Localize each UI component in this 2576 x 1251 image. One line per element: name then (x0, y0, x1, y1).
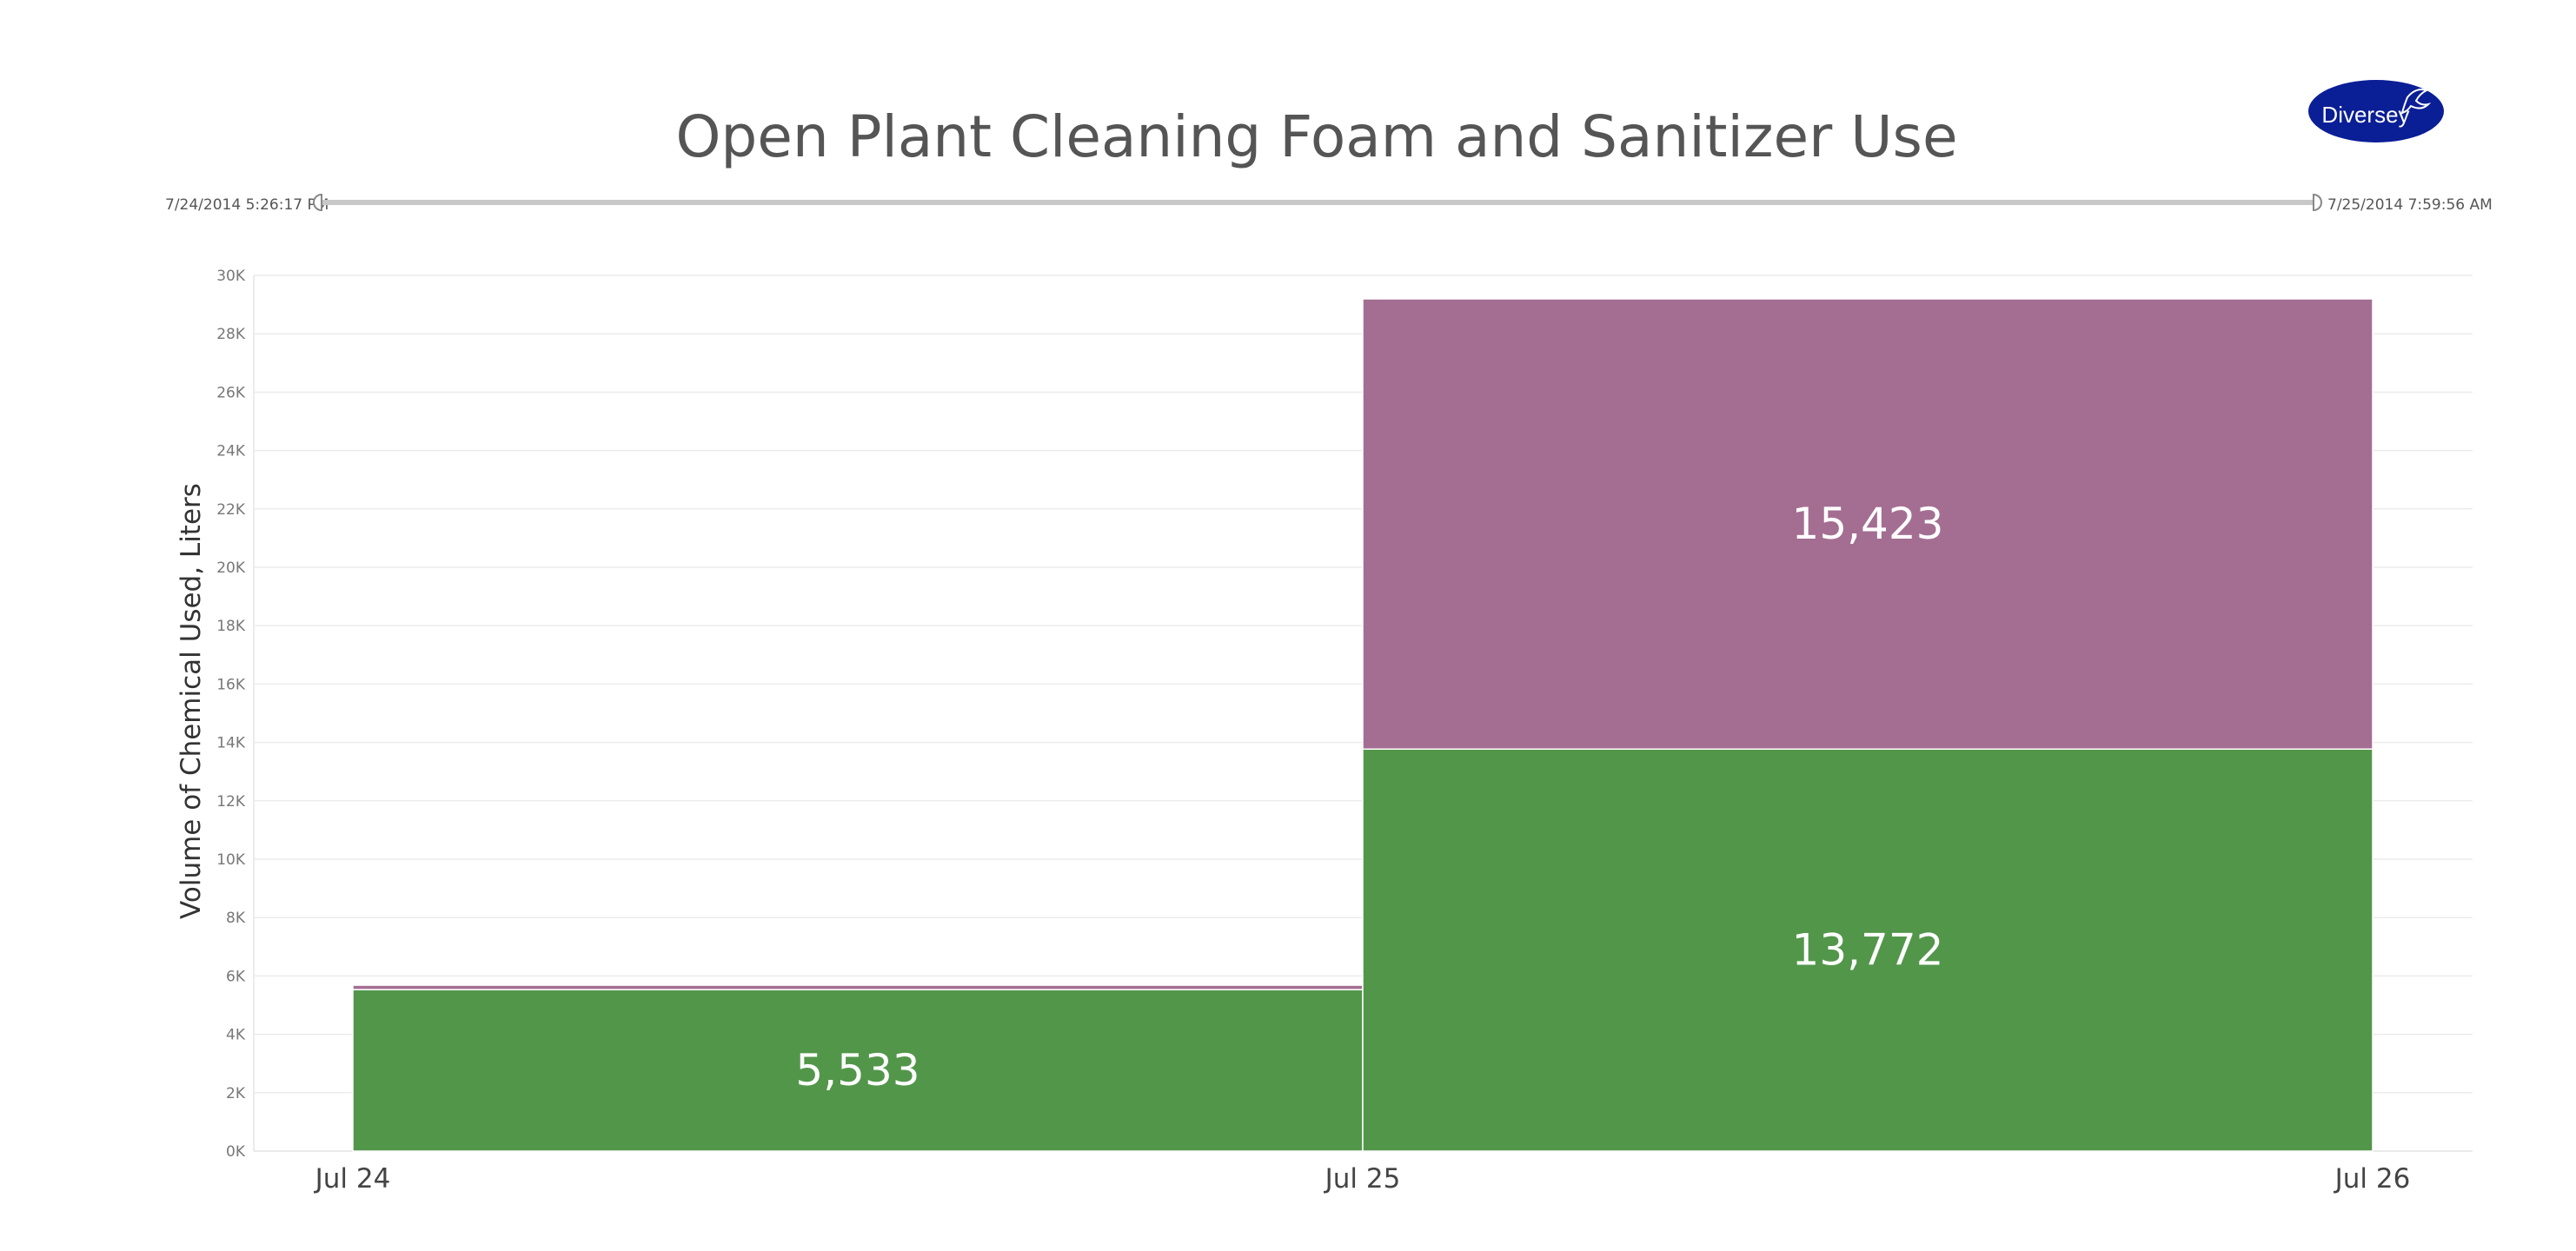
bar-segment (1362, 298, 2374, 751)
logo-text: Diversey (2321, 102, 2409, 128)
y-tick-label: 4K (226, 1027, 246, 1044)
y-tick-label: 16K (216, 676, 246, 693)
x-axis: Jul 24 Jul 25 Jul 26 (314, 1163, 2411, 1195)
bar-segment (352, 989, 1364, 1152)
y-axis-title: Volume of Chemical Used, Liters (176, 483, 207, 919)
bar-segment (352, 984, 1364, 990)
x-tick-label: Jul 26 (2334, 1163, 2411, 1195)
x-tick-label: Jul 24 (314, 1163, 391, 1195)
bar-segment (1362, 748, 2374, 1152)
bar-labels: 5,533 13,772 15,423 (795, 499, 1943, 1095)
y-tick-label: 10K (216, 851, 246, 869)
bar-value-label: 13,772 (1792, 925, 1944, 976)
y-tick-label: 18K (216, 618, 246, 635)
y-tick-label: 6K (226, 968, 246, 985)
bar-value-label: 5,533 (795, 1045, 920, 1095)
date-range-start-label: 7/24/2014 5:26:17 PM (165, 196, 329, 214)
y-tick-label: 22K (216, 501, 246, 519)
y-tick-label: 24K (216, 443, 246, 460)
diversey-logo: Diversey (2308, 80, 2444, 142)
x-tick-label: Jul 25 (1324, 1163, 1401, 1195)
y-tick-label: 26K (216, 384, 246, 401)
date-range-start-handle[interactable] (313, 193, 322, 212)
y-tick-label: 30K (216, 268, 246, 285)
date-range-end-label: 7/25/2014 7:59:56 AM (2327, 196, 2493, 214)
y-tick-label: 14K (216, 735, 246, 752)
y-tick-label: 12K (216, 793, 246, 811)
y-tick-label: 0K (226, 1143, 246, 1161)
bars (352, 298, 2374, 1152)
bar-value-label: 15,423 (1792, 499, 1944, 549)
y-tick-label: 8K (226, 910, 246, 927)
date-range-end-handle[interactable] (2313, 193, 2322, 212)
y-tick-label: 2K (226, 1085, 246, 1102)
date-range-slider[interactable]: 7/24/2014 5:26:17 PM 7/25/2014 7:59:56 A… (165, 193, 2493, 214)
hummingbird-icon (2400, 89, 2432, 115)
y-tick-label: 20K (216, 559, 246, 577)
chart-title: Open Plant Cleaning Foam and Sanitizer U… (675, 103, 1957, 170)
y-tick-label: 28K (216, 326, 246, 343)
